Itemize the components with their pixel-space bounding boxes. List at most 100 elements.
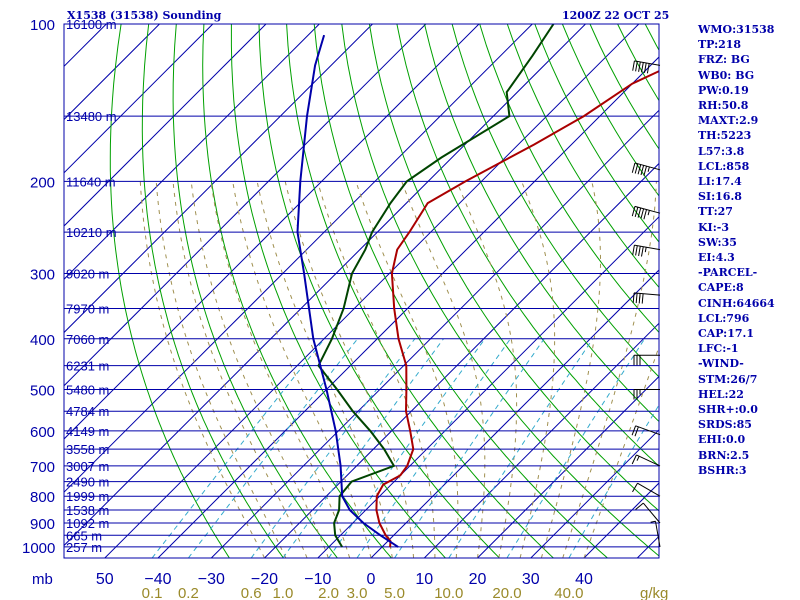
stat-item: SW:35 (698, 235, 737, 249)
wind-barb (635, 502, 661, 524)
height-label: 6231 m (66, 359, 109, 374)
stat-item: BRN:2.5 (698, 448, 750, 462)
temperature-tick-label: −30 (198, 571, 225, 588)
dry-adiabat-line (368, 24, 659, 512)
wind-barb (631, 454, 661, 467)
height-label: 5480 m (66, 383, 109, 398)
isotherm-line (264, 162, 659, 558)
indices-panel: WMO:31538 TP:218 FRZ: BG WB0: BG PW:0.19 RH:5… (698, 22, 775, 478)
pressure-tick-label: 800 (30, 489, 55, 506)
moist-adiabat-line (232, 181, 372, 558)
mixing-ratio-line (151, 338, 325, 558)
isotherm-line (64, 24, 586, 547)
height-label: 16100 m (66, 17, 117, 32)
stat-item: SI:16.8 (698, 190, 742, 204)
stat-item: SHR+:0.0 (698, 403, 758, 417)
isotherm-line (64, 24, 320, 280)
height-label: 7970 m (66, 302, 109, 317)
stat-item: CAPE:8 (698, 281, 744, 295)
dry-adiabat-line (313, 24, 608, 558)
moist-adiabat-line (583, 345, 659, 558)
height-label: 4784 m (66, 404, 109, 419)
dry-adiabat-line (506, 24, 659, 289)
moist-adiabat-line (155, 181, 287, 558)
pressure-tick-label: 100 (30, 17, 55, 34)
temperature-tick-label: 20 (469, 571, 487, 588)
isotherm-line (64, 24, 373, 334)
pressure-unit-label: mb (32, 571, 53, 588)
chart-title-station: X1538 (31538) Sounding (67, 9, 222, 22)
temperature-tick-label: 10 (415, 571, 433, 588)
temperature-profile (375, 70, 659, 547)
stat-item: -PARCEL- (698, 266, 758, 280)
isotherm-line (64, 24, 533, 493)
mixing-ratio-tick-label: 40.0 (554, 585, 583, 600)
stat-item: HEL:22 (698, 387, 744, 401)
height-label: 9020 m (66, 267, 109, 282)
moist-adiabat-line (401, 181, 486, 558)
stat-item: STM:26/7 (698, 372, 758, 386)
height-label: 4149 m (66, 424, 109, 439)
moist-adiabat-line (456, 181, 518, 558)
dry-adiabat-line (141, 24, 284, 558)
stat-item: MAXT:2.9 (698, 114, 759, 128)
wind-barb (632, 60, 661, 74)
pressure-tick-label: 400 (30, 332, 55, 349)
stat-item: TT:27 (698, 205, 733, 219)
isotherm-line (64, 24, 427, 387)
moist-adiabat-line (210, 181, 351, 558)
stat-item: WMO:31538 (698, 23, 775, 36)
stat-item: L57:3.8 (698, 144, 745, 158)
mixing-ratio-line (448, 338, 594, 558)
stat-item: EI:4.3 (698, 251, 735, 265)
moist-adiabat-line (317, 181, 436, 558)
height-label: 1538 m (66, 503, 109, 518)
wind-barb (631, 205, 661, 220)
temperature-tick-label: 50 (96, 571, 114, 588)
height-label: 10210 m (66, 225, 117, 240)
height-label: 11640 m (66, 174, 116, 189)
isotherm-line (64, 24, 480, 440)
dewpoint-profile (317, 24, 555, 548)
stat-item: KI:-3 (698, 220, 729, 234)
mixing-ratio-line (328, 338, 486, 558)
mixing-ratio-tick-label: 5.0 (384, 585, 405, 600)
wind-barb (633, 389, 660, 400)
temperature-tick-label: 0 (367, 571, 376, 588)
pressure-tick-label: 1000 (22, 540, 55, 557)
wind-barb (632, 482, 661, 497)
height-label: 3558 m (66, 442, 109, 457)
moist-adiabat-line (355, 181, 459, 558)
mixing-ratio-tick-label: 3.0 (347, 585, 368, 600)
stat-item: PW:0.19 (698, 83, 749, 97)
height-label: 257 m (66, 540, 102, 555)
wind-barb (632, 244, 661, 257)
stat-item: CAP:17.1 (698, 327, 755, 341)
stat-item: BSHR:3 (698, 463, 747, 477)
height-label: 13480 m (66, 109, 117, 124)
dry-adiabat-line (479, 24, 659, 334)
wind-barb (633, 354, 660, 366)
height-label: 7060 m (66, 332, 109, 347)
dry-adiabat-line (451, 24, 659, 378)
wind-barb (631, 162, 661, 176)
pressure-tick-label: 600 (30, 424, 55, 441)
mixing-ratio-unit-label: g/kg (640, 585, 668, 600)
isotherm-line (0, 24, 53, 558)
isotherm-line (64, 24, 214, 174)
mixing-ratio-tick-label: 20.0 (492, 585, 521, 600)
mixing-ratio-tick-label: 10.0 (434, 585, 463, 600)
pressure-tick-label: 200 (30, 174, 55, 191)
isotherm-line (370, 269, 659, 558)
moist-adiabat-line (540, 181, 601, 558)
wind-barb (632, 292, 661, 304)
height-label: 1999 m (66, 489, 109, 504)
wind-barbs (631, 60, 661, 547)
temperature-tick-label: −20 (251, 571, 278, 588)
mixing-ratio-tick-label: 1.0 (272, 585, 293, 600)
stat-item: LFC:-1 (698, 342, 739, 356)
mixing-ratio-line (506, 338, 646, 558)
stat-item: WB0: BG (698, 68, 755, 82)
